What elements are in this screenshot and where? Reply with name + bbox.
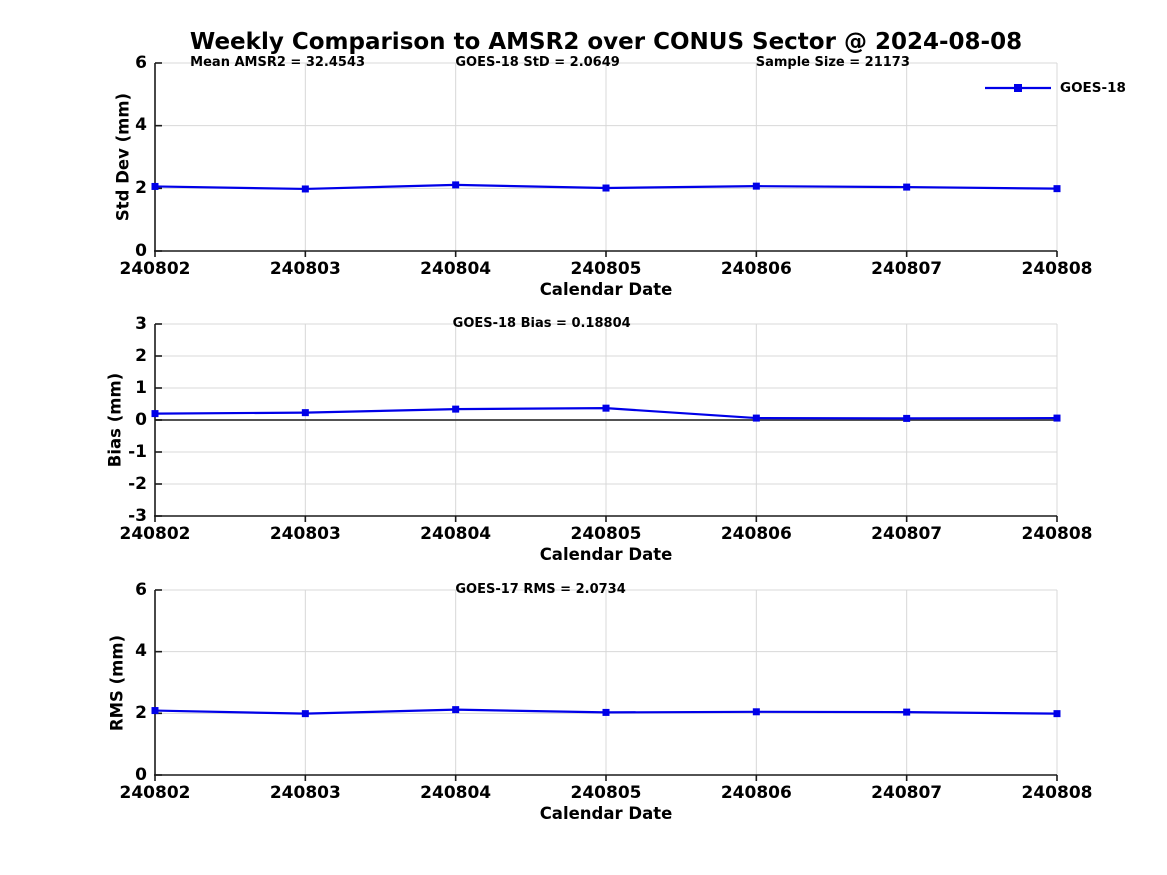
bias-x-tick-label: 240804 [420, 524, 492, 544]
stddev-x-tick-label: 240802 [119, 259, 191, 279]
stddev-x-tick-label: 240808 [1021, 259, 1093, 279]
rms-xaxis-title: Calendar Date [539, 804, 673, 823]
stddev-x-tick-label: 240804 [420, 259, 492, 279]
rms-yaxis-title: RMS (mm) [107, 634, 127, 731]
stddev-x-tick-label: 240806 [720, 259, 792, 279]
stddev-marker [752, 182, 760, 190]
bias-y-tick-label: 0 [135, 409, 147, 430]
rms-x-tick-label: 240804 [420, 783, 492, 803]
stddev-y-tick-label: 6 [135, 52, 147, 73]
stddev-annotation: Sample Size = 21173 [755, 55, 910, 70]
bias-xaxis-title: Calendar Date [539, 545, 673, 564]
stddev-marker [301, 185, 309, 193]
legend: GOES-18 [983, 80, 1126, 96]
legend-line-icon [985, 84, 1051, 92]
stddev-x-tick-label: 240803 [269, 259, 341, 279]
bias-marker [151, 410, 159, 418]
rms-marker [903, 708, 911, 716]
stddev-annotation: GOES-18 StD = 2.0649 [455, 55, 620, 70]
bias-marker [452, 405, 460, 413]
rms-marker [602, 708, 610, 716]
bias-x-tick-label: 240806 [720, 524, 792, 544]
rms-annotation: GOES-17 RMS = 2.0734 [455, 582, 626, 597]
bias-y-tick-label: -1 [128, 441, 147, 462]
rms-x-tick-label: 240808 [1021, 783, 1093, 803]
bias-annotation: GOES-18 Bias = 0.18804 [452, 316, 631, 331]
bias-y-tick-label: -3 [128, 505, 147, 526]
stddev-annotation: Mean AMSR2 = 32.4543 [190, 55, 366, 70]
stddev-marker [151, 182, 159, 190]
rms-x-tick-label: 240806 [720, 783, 792, 803]
stddev-marker [903, 183, 911, 191]
rms-x-tick-label: 240803 [269, 783, 341, 803]
bias-y-tick-label: 1 [135, 377, 147, 398]
stddev-marker [602, 184, 610, 192]
rms-marker [452, 706, 460, 714]
chart-title: Weekly Comparison to AMSR2 over CONUS Se… [189, 29, 1023, 55]
bias-marker [903, 414, 911, 422]
stddev-x-tick-label: 240807 [871, 259, 943, 279]
bias-yaxis-title: Bias (mm) [105, 372, 125, 468]
bias-x-tick-label: 240808 [1021, 524, 1093, 544]
stddev-marker [452, 181, 460, 189]
rms-x-tick-label: 240802 [119, 783, 191, 803]
rms-y-tick-label: 6 [135, 579, 147, 600]
stddev-y-tick-label: 0 [135, 240, 147, 261]
legend-series-label: GOES-18 [1060, 80, 1126, 96]
bias-y-tick-label: -2 [128, 473, 147, 494]
bias-x-tick-label: 240807 [871, 524, 943, 544]
bias-marker [602, 404, 610, 412]
bias-marker [1053, 414, 1061, 422]
bias-y-tick-label: 3 [135, 313, 147, 334]
bias-marker [301, 409, 309, 417]
stddev-yaxis-title: Std Dev (mm) [113, 92, 133, 222]
bias-x-tick-label: 240802 [119, 524, 191, 544]
rms-y-tick-label: 4 [135, 641, 147, 662]
rms-x-tick-label: 240805 [570, 783, 642, 803]
rms-y-tick-label: 0 [135, 764, 147, 785]
bias-x-tick-label: 240805 [570, 524, 642, 544]
rms-marker [301, 710, 309, 718]
stddev-y-tick-label: 4 [135, 115, 147, 136]
bias-y-tick-label: 2 [135, 345, 147, 366]
bias-marker [752, 414, 760, 422]
stddev-y-tick-label: 2 [135, 177, 147, 198]
rms-y-tick-label: 2 [135, 702, 147, 723]
rms-marker [151, 707, 159, 715]
rms-x-tick-label: 240807 [871, 783, 943, 803]
stddev-xaxis-title: Calendar Date [539, 280, 673, 299]
rms-marker [1053, 710, 1061, 718]
bias-x-tick-label: 240803 [269, 524, 341, 544]
stddev-marker [1053, 185, 1061, 193]
rms-marker [752, 708, 760, 716]
stddev-x-tick-label: 240805 [570, 259, 642, 279]
